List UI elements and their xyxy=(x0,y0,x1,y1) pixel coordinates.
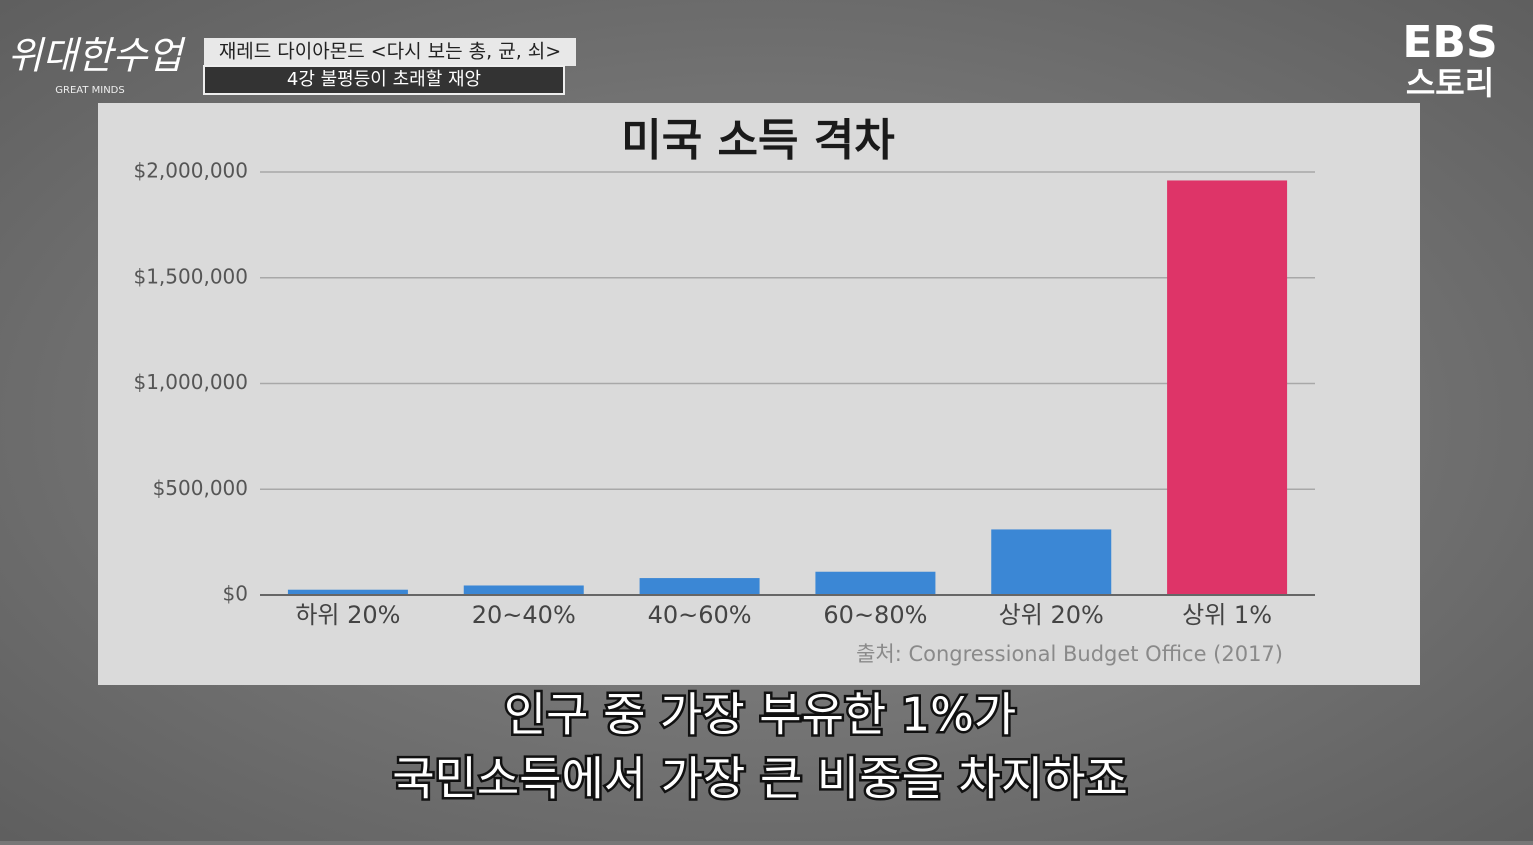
y-tick-label: $1,500,000 xyxy=(133,264,248,288)
x-tick-label: 60~80% xyxy=(823,601,927,629)
y-tick-label: $500,000 xyxy=(153,476,248,500)
channel-logo: EBS xyxy=(1402,17,1497,68)
bar xyxy=(991,529,1112,595)
channel-subtitle: 스토리 xyxy=(1406,64,1494,102)
program-title: 재레드 다이아몬드 <다시 보는 총, 균, 쇠> xyxy=(219,41,561,63)
show-logo: 위대한수업 xyxy=(8,34,187,78)
source-note: 출처: Congressional Budget Office (2017) xyxy=(856,642,1283,666)
y-tick-label: $1,000,000 xyxy=(133,370,248,394)
y-tick-label: $2,000,000 xyxy=(133,159,248,183)
x-tick-label: 하위 20% xyxy=(295,601,400,629)
bar xyxy=(287,589,408,595)
subtitle-line: 인구 중 가장 부유한 1%가 xyxy=(504,688,1016,742)
episode-box xyxy=(203,65,565,95)
program-box xyxy=(204,38,576,66)
x-tick-label: 상위 1% xyxy=(1182,601,1272,629)
x-tick-label: 20~40% xyxy=(472,601,576,629)
bar xyxy=(463,585,584,595)
bar xyxy=(815,571,936,595)
bar xyxy=(639,578,760,595)
bar xyxy=(1167,180,1288,595)
subtitle-line: 국민소득에서 가장 큰 비중을 차지하죠 xyxy=(392,752,1128,806)
x-tick-label: 상위 20% xyxy=(999,601,1104,629)
y-tick-label: $0 xyxy=(223,582,248,606)
show-logo-subtitle: GREAT MINDS xyxy=(55,85,124,96)
chart-title: 미국 소득 격차 xyxy=(621,115,895,166)
episode-title: 4강 불평등이 초래할 재앙 xyxy=(287,69,481,90)
x-tick-label: 40~60% xyxy=(648,601,752,629)
